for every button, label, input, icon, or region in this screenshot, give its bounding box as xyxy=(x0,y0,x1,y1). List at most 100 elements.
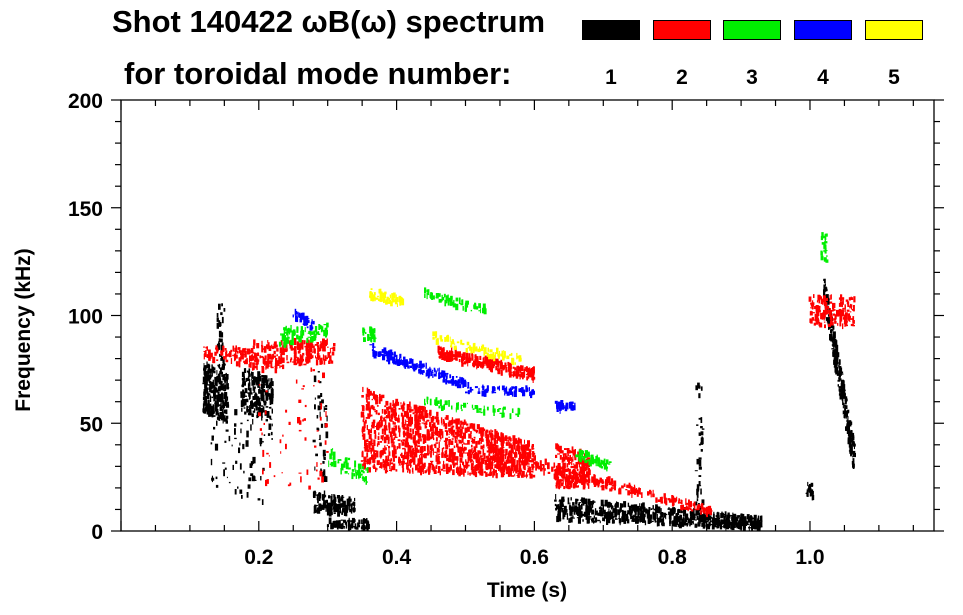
spectrum-mark-mode-3 xyxy=(424,403,426,406)
spectrum-mark-mode-2 xyxy=(324,340,327,347)
spectrum-mark-mode-1 xyxy=(738,521,742,526)
spectrum-mark-mode-2 xyxy=(240,355,242,362)
spectrum-mark-mode-2 xyxy=(390,438,394,444)
spectrum-mark-mode-2 xyxy=(514,473,516,477)
spectrum-mark-mode-2 xyxy=(497,360,500,364)
spectrum-mark-mode-1 xyxy=(346,498,350,505)
spectrum-mark-mode-2 xyxy=(439,471,441,476)
spectrum-mark-mode-2 xyxy=(310,345,314,348)
spectrum-mark-mode-2 xyxy=(436,447,440,453)
spectrum-mark-mode-3 xyxy=(436,293,439,296)
spectrum-mark-mode-2 xyxy=(488,449,491,457)
spectrum-mark-mode-1 xyxy=(240,400,244,407)
spectrum-mark-mode-2 xyxy=(435,442,439,444)
spectrum-mark-mode-1 xyxy=(823,278,825,281)
spectrum-mark-mode-2 xyxy=(496,458,499,466)
spectrum-mark-mode-1 xyxy=(761,520,763,528)
spectrum-mark-mode-1 xyxy=(221,415,224,421)
spectrum-mark-mode-2 xyxy=(426,429,430,435)
spectrum-mark-mode-1 xyxy=(719,517,721,520)
spectrum-mark-mode-2 xyxy=(493,440,497,447)
spectrum-mark-mode-1 xyxy=(218,322,222,326)
spectrum-mark-mode-3 xyxy=(300,326,303,332)
spectrum-mark-mode-2 xyxy=(308,351,311,358)
spectrum-mark-mode-2 xyxy=(513,452,517,455)
spectrum-mark-mode-1 xyxy=(594,510,597,516)
spectrum-mark-mode-2 xyxy=(457,418,460,425)
spectrum-mark-mode-2 xyxy=(633,484,636,491)
spectrum-mark-mode-2 xyxy=(255,362,259,365)
spectrum-mark-mode-3 xyxy=(821,242,825,245)
spectrum-mark-mode-1 xyxy=(343,509,347,516)
spectrum-mark-mode-2 xyxy=(393,425,396,427)
spectrum-mark-mode-2 xyxy=(364,460,367,463)
spectrum-mark-mode-2 xyxy=(420,438,422,442)
spectrum-mark-mode-2 xyxy=(428,468,431,475)
spectrum-mark-mode-2 xyxy=(429,415,431,419)
spectrum-mark-mode-2 xyxy=(819,309,821,313)
spectrum-mark-mode-1 xyxy=(810,484,814,487)
spectrum-mark-mode-2 xyxy=(502,473,506,475)
spectrum-mark-mode-1 xyxy=(248,368,251,374)
spectrum-mark-mode-2 xyxy=(430,450,432,458)
spectrum-mark-mode-1 xyxy=(662,517,665,523)
spectrum-mark-mode-3 xyxy=(427,396,429,400)
spectrum-mark-mode-2 xyxy=(377,441,380,446)
spectrum-mark-mode-1 xyxy=(694,470,698,472)
spectrum-mark-mode-2 xyxy=(659,496,662,503)
spectrum-mark-mode-2 xyxy=(822,314,826,319)
spectrum-mark-mode-1 xyxy=(220,332,224,338)
spectrum-mark-mode-2 xyxy=(456,421,458,427)
spectrum-mark-mode-2 xyxy=(568,457,570,460)
spectrum-mark-mode-3 xyxy=(310,331,312,337)
spectrum-mark-mode-2 xyxy=(561,466,565,470)
spectrum-mark-mode-2 xyxy=(850,299,854,300)
spectrum-mark-mode-2 xyxy=(421,468,424,471)
spectrum-mark-mode-2 xyxy=(235,361,239,367)
spectrum-mark-mode-2 xyxy=(459,463,461,467)
spectrum-mark-mode-1 xyxy=(630,515,632,520)
spectrum-mark-mode-3 xyxy=(584,450,588,457)
spectrum-mark-mode-2 xyxy=(417,445,421,447)
spectrum-mark-mode-2 xyxy=(280,451,282,454)
spectrum-mark-mode-1 xyxy=(685,522,689,526)
spectrum-mark-mode-2 xyxy=(516,475,519,476)
spectrum-mark-mode-2 xyxy=(384,416,387,418)
spectrum-mark-mode-1 xyxy=(851,461,855,465)
spectrum-mark-mode-3 xyxy=(606,467,608,472)
spectrum-mark-mode-2 xyxy=(503,436,505,444)
spectrum-mark-mode-2 xyxy=(471,452,474,454)
spectrum-mark-mode-2 xyxy=(521,444,524,451)
spectrum-mark-mode-1 xyxy=(651,520,654,523)
spectrum-mark-mode-3 xyxy=(429,398,432,406)
spectrum-mark-mode-1 xyxy=(263,434,266,436)
spectrum-mark-mode-1 xyxy=(757,519,761,522)
legend-swatch-mode-5 xyxy=(865,20,923,40)
spectrum-mark-mode-1 xyxy=(341,502,344,505)
spectrum-mark-mode-2 xyxy=(525,474,528,477)
spectrum-mark-mode-1 xyxy=(719,521,722,525)
spectrum-mark-mode-2 xyxy=(381,409,384,414)
spectrum-mark-mode-2 xyxy=(510,465,514,470)
spectrum-mark-mode-2 xyxy=(485,429,489,433)
spectrum-mark-mode-2 xyxy=(847,301,850,306)
spectrum-mark-mode-2 xyxy=(223,356,226,360)
spectrum-mark-mode-2 xyxy=(707,510,710,515)
spectrum-mark-mode-2 xyxy=(486,357,490,362)
spectrum-mark-mode-2 xyxy=(257,352,259,356)
spectrum-mark-mode-1 xyxy=(204,407,208,412)
spectrum-mark-mode-2 xyxy=(454,431,458,435)
spectrum-mark-mode-2 xyxy=(468,353,471,358)
spectrum-mark-mode-2 xyxy=(564,468,568,472)
spectrum-mark-mode-2 xyxy=(562,466,566,473)
spectrum-mark-mode-2 xyxy=(320,402,322,410)
legend-swatch-mode-2 xyxy=(653,20,711,40)
spectrum-mark-mode-1 xyxy=(584,498,588,504)
spectrum-mark-mode-1 xyxy=(317,507,321,514)
spectrum-mark-mode-2 xyxy=(416,420,420,428)
spectrum-mark-mode-1 xyxy=(841,379,844,384)
spectrum-mark-mode-2 xyxy=(510,372,513,374)
spectrum-mark-mode-2 xyxy=(205,346,208,349)
spectrum-mark-mode-1 xyxy=(213,426,216,430)
spectrum-mark-mode-2 xyxy=(441,356,445,360)
